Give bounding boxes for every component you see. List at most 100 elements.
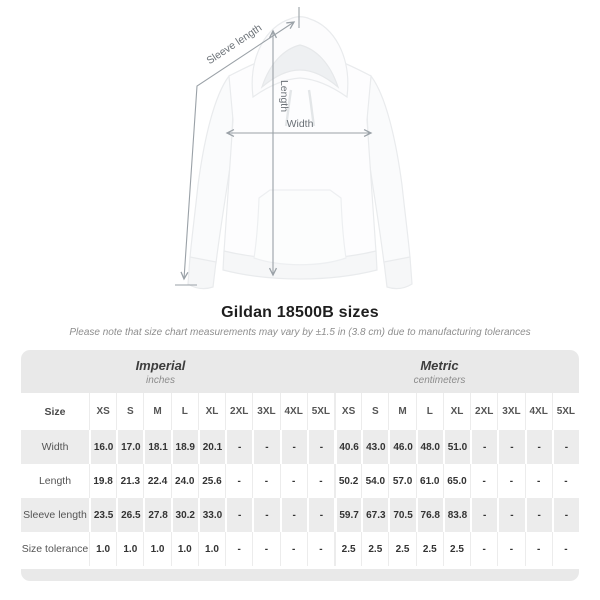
value-cell-metric: 70.5 <box>388 498 415 532</box>
value-cell-metric: 40.6 <box>333 430 361 464</box>
value-cell-imperial: 1.0 <box>170 532 198 566</box>
value-cell-metric: 61.0 <box>415 464 443 498</box>
table-body: Width 16.0 17.0 18.1 18.9 20.1- - - -40.6 43.0 46.… <box>21 430 579 566</box>
column-header-metric-l: L <box>415 393 443 430</box>
value-cell-metric: 65.0 <box>442 464 470 498</box>
value-cell-imperial: - <box>306 464 334 498</box>
value-cell-metric: - <box>551 430 579 464</box>
value-cell-metric: - <box>551 532 579 566</box>
value-cell-metric: - <box>524 430 552 464</box>
column-header-metric-4xl: 4XL <box>524 393 552 430</box>
value-cell-imperial: 1.0 <box>116 532 143 566</box>
metric-section-header: Metric centimeters <box>300 350 579 393</box>
value-cell-imperial: 26.5 <box>116 498 143 532</box>
value-cell-imperial: - <box>252 464 279 498</box>
value-cell-imperial: 1.0 <box>143 532 170 566</box>
value-cell-imperial: 18.1 <box>143 430 170 464</box>
value-cell-imperial: 16.0 <box>89 430 116 464</box>
size-chart-table: Imperial inches Metric centimeters Size X… <box>21 350 579 581</box>
hoodie-pocket <box>253 189 347 266</box>
imperial-label: Imperial <box>135 357 186 373</box>
table-row-size-tolerance: Size tolerance 1.0 1.0 1.0 1.0 1.0- - - -2.5 2.5 2… <box>21 532 579 566</box>
size-header-row: Size XS S M L XL 2XL 3XL 4XL 5XL XS S M L XL 2XL 3XL 4XL 5… <box>21 393 579 430</box>
value-cell-imperial: 25.6 <box>197 464 225 498</box>
value-cell-metric: 59.7 <box>333 498 361 532</box>
value-cell-metric: - <box>470 464 497 498</box>
value-cell-metric: 43.0 <box>361 430 388 464</box>
hoodie-right-cuff <box>383 256 413 290</box>
row-label: Size tolerance <box>21 543 89 555</box>
value-cell-metric: 83.8 <box>442 498 470 532</box>
value-cell-imperial: - <box>279 498 307 532</box>
value-cell-metric: - <box>551 464 579 498</box>
column-header-imperial-l: L <box>170 393 198 430</box>
page-title: Gildan 18500B sizes <box>221 304 379 321</box>
imperial-section-header: Imperial inches <box>21 350 300 393</box>
value-cell-metric: - <box>470 430 497 464</box>
value-cell-imperial: - <box>279 430 307 464</box>
column-header-imperial-5xl: 5XL <box>306 393 334 430</box>
value-cell-metric: - <box>497 532 524 566</box>
column-header-imperial-4xl: 4XL <box>279 393 307 430</box>
column-header-imperial-xs: XS <box>89 393 116 430</box>
column-header-metric-5xl: 5XL <box>551 393 579 430</box>
sleeve-length-arrow <box>180 21 296 281</box>
width-label: Width <box>287 118 314 130</box>
value-cell-metric: - <box>551 498 579 532</box>
column-header-imperial-xl: XL <box>197 393 225 430</box>
value-cell-metric: 2.5 <box>361 532 388 566</box>
value-cell-metric: 76.8 <box>415 498 443 532</box>
table-footer-cap <box>21 569 579 581</box>
value-cell-imperial: 21.3 <box>116 464 143 498</box>
value-cell-metric: 50.2 <box>333 464 361 498</box>
column-header-imperial-3xl: 3XL <box>252 393 279 430</box>
value-cell-metric: 46.0 <box>388 430 415 464</box>
value-cell-metric: - <box>524 532 552 566</box>
table-row-sleeve-length: Sleeve length 23.5 26.5 27.8 30.2 33.0- - - -59.… <box>21 498 579 532</box>
column-header-imperial-s: S <box>116 393 143 430</box>
value-cell-imperial: - <box>306 430 334 464</box>
value-cell-imperial: - <box>225 498 252 532</box>
column-header-metric-2xl: 2XL <box>470 393 497 430</box>
value-cell-imperial: 20.1 <box>197 430 225 464</box>
value-cell-imperial: 18.9 <box>170 430 198 464</box>
value-cell-metric: 2.5 <box>415 532 443 566</box>
value-cell-metric: - <box>497 430 524 464</box>
value-cell-imperial: - <box>279 464 307 498</box>
row-label: Width <box>41 441 69 453</box>
value-cell-imperial: - <box>252 532 279 566</box>
tolerance-note: Please note that size chart measurements… <box>69 327 531 338</box>
value-cell-metric: 67.3 <box>361 498 388 532</box>
metric-unit-label: centimeters <box>413 374 466 386</box>
value-cell-imperial: 22.4 <box>143 464 170 498</box>
column-header-metric-xs: XS <box>333 393 361 430</box>
hoodie-left-cuff <box>187 256 217 290</box>
value-cell-imperial: 33.0 <box>197 498 225 532</box>
column-header-imperial-m: M <box>143 393 170 430</box>
table-row-length: Length 19.8 21.3 22.4 24.0 25.6- - - -50.2 54.0 57… <box>21 464 579 498</box>
value-cell-imperial: - <box>279 532 307 566</box>
value-cell-imperial: 23.5 <box>89 498 116 532</box>
value-cell-imperial: 30.2 <box>170 498 198 532</box>
hoodie-illustration: Sleeve length Length Width <box>175 7 413 290</box>
hoodie-right-sleeve <box>366 74 411 264</box>
value-cell-metric: 2.5 <box>442 532 470 566</box>
value-cell-imperial: 24.0 <box>170 464 198 498</box>
column-header-metric-3xl: 3XL <box>497 393 524 430</box>
value-cell-imperial: 1.0 <box>89 532 116 566</box>
value-cell-imperial: - <box>225 430 252 464</box>
row-label: Sleeve length <box>23 509 87 521</box>
value-cell-metric: 57.0 <box>388 464 415 498</box>
measurement-arrows <box>175 7 373 286</box>
value-cell-metric: 2.5 <box>388 532 415 566</box>
row-label: Length <box>38 475 72 487</box>
value-cell-imperial: - <box>252 498 279 532</box>
value-cell-imperial: - <box>306 498 334 532</box>
size-column-label: Size <box>44 405 66 418</box>
value-cell-imperial: - <box>225 532 252 566</box>
value-cell-metric: - <box>497 464 524 498</box>
value-cell-imperial: 27.8 <box>143 498 170 532</box>
column-header-metric-s: S <box>361 393 388 430</box>
column-header-metric-m: M <box>388 393 415 430</box>
value-cell-metric: 2.5 <box>333 532 361 566</box>
